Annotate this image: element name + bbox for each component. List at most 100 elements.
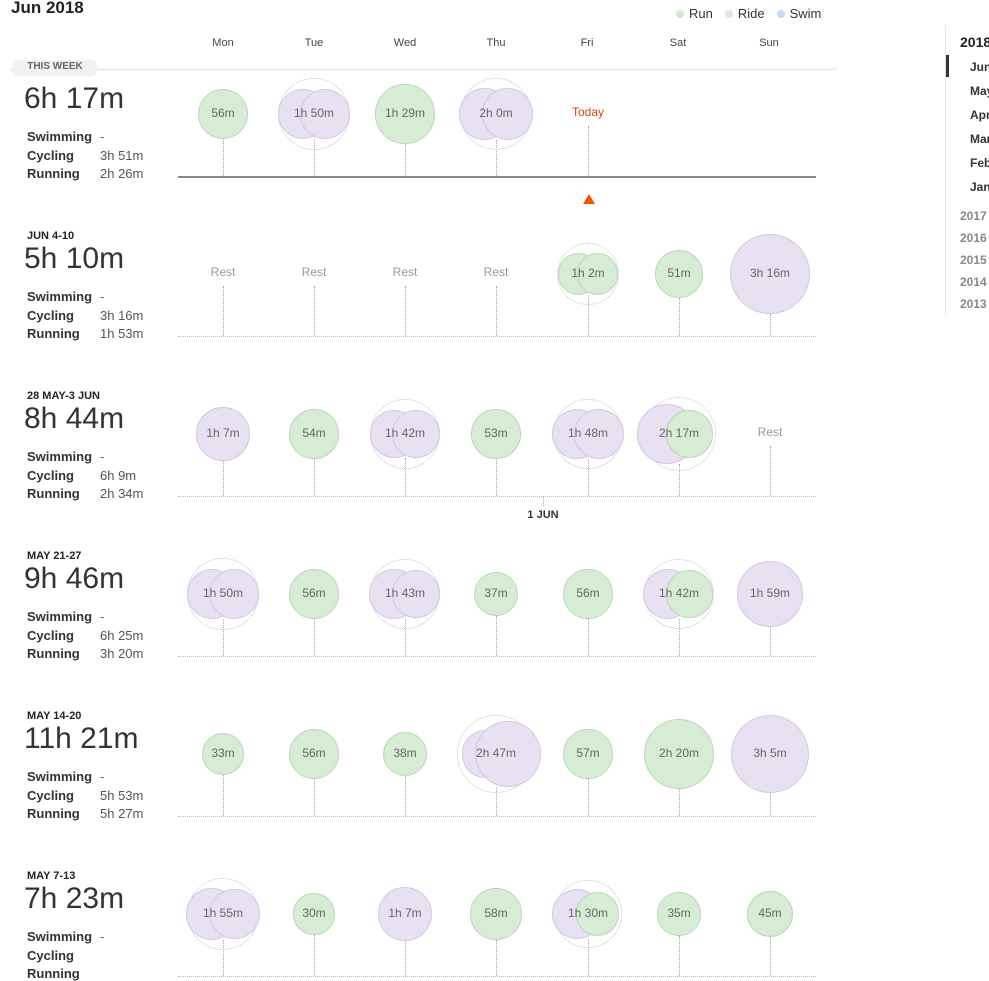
ride-activity-circle[interactable] bbox=[209, 888, 260, 940]
run-activity-circle[interactable] bbox=[289, 409, 339, 459]
ride-activity-circle[interactable] bbox=[736, 560, 804, 628]
day-stem bbox=[588, 619, 589, 656]
sidebar-year-2018[interactable]: 2018 bbox=[960, 34, 989, 50]
ride-activity-circle[interactable] bbox=[391, 569, 441, 619]
run-activity-circle[interactable] bbox=[657, 892, 701, 936]
day-duration-label: 30m bbox=[302, 906, 326, 920]
run-activity-circle[interactable] bbox=[643, 718, 715, 790]
sport-value: 5h 53m bbox=[100, 788, 144, 803]
sport-value: 3h 51m bbox=[100, 148, 144, 163]
sport-value: - bbox=[100, 929, 105, 944]
sidebar-year-2016[interactable]: 2016 bbox=[960, 231, 987, 245]
day-header-thu: Thu bbox=[486, 37, 506, 49]
ride-activity-circle[interactable] bbox=[196, 407, 250, 461]
year-sidebar: 2018 Jun May Apr Mar Feb Jan 2017 2016 2… bbox=[945, 25, 989, 315]
sport-value: 6h 25m bbox=[100, 628, 144, 643]
day-duration-label: 1h 30m bbox=[567, 906, 609, 920]
sidebar-year-2013[interactable]: 2013 bbox=[960, 297, 987, 311]
sport-value: - bbox=[100, 609, 105, 624]
sidebar-month-feb[interactable]: Feb bbox=[970, 156, 989, 170]
day-duration-label: 37m bbox=[484, 586, 508, 600]
ride-activity-circle[interactable] bbox=[474, 720, 542, 788]
sport-value: 3h 20m bbox=[100, 646, 144, 661]
run-activity-circle[interactable] bbox=[288, 728, 340, 780]
sport-value: 1h 53m bbox=[100, 326, 144, 341]
sport-name: Running bbox=[27, 166, 80, 181]
sport-name: Cycling bbox=[27, 948, 74, 963]
ride-activity-circle[interactable] bbox=[378, 887, 432, 941]
run-activity-circle[interactable] bbox=[562, 728, 614, 780]
sport-value: - bbox=[100, 289, 105, 304]
day-stem bbox=[314, 779, 315, 816]
run-activity-circle[interactable] bbox=[201, 732, 245, 776]
rest-day-label: Rest bbox=[301, 265, 327, 279]
run-activity-circle[interactable] bbox=[293, 893, 335, 935]
day-stem bbox=[496, 939, 497, 976]
ride-activity-circle[interactable] bbox=[209, 568, 260, 620]
legend: Run Ride Swim bbox=[676, 6, 821, 21]
sport-value: 2h 26m bbox=[100, 166, 144, 181]
sidebar-year-2017[interactable]: 2017 bbox=[960, 209, 987, 223]
rest-day-label: Rest bbox=[210, 265, 236, 279]
day-stem bbox=[679, 619, 680, 656]
sidebar-month-apr[interactable]: Apr bbox=[970, 108, 989, 122]
day-stem bbox=[588, 779, 589, 816]
day-stem bbox=[496, 286, 497, 336]
ride-activity-circle[interactable] bbox=[574, 409, 625, 459]
legend-label-run: Run bbox=[689, 6, 713, 21]
sidebar-month-may[interactable]: May bbox=[970, 84, 989, 98]
header-divider bbox=[10, 68, 837, 71]
run-activity-circle[interactable] bbox=[471, 409, 521, 459]
run-activity-circle[interactable] bbox=[576, 892, 620, 936]
legend-item-run: Run bbox=[676, 6, 713, 21]
sport-name: Cycling bbox=[27, 788, 74, 803]
run-activity-circle[interactable] bbox=[470, 888, 522, 940]
ride-activity-circle[interactable] bbox=[730, 714, 810, 794]
ride-activity-circle[interactable] bbox=[391, 409, 441, 459]
ride-dot-icon bbox=[724, 9, 733, 18]
run-activity-circle[interactable] bbox=[197, 88, 249, 140]
this-week-tag: THIS WEEK bbox=[12, 60, 98, 76]
week-label: JUN 4-10 bbox=[27, 230, 75, 242]
week-label: 28 MAY-3 JUN bbox=[27, 390, 100, 402]
sidebar-month-jan[interactable]: Jan bbox=[970, 180, 989, 194]
run-activity-circle[interactable] bbox=[665, 570, 714, 618]
day-duration-label: 2h 17m bbox=[658, 426, 700, 440]
sidebar-year-2015[interactable]: 2015 bbox=[960, 253, 987, 267]
ride-activity-circle[interactable] bbox=[729, 233, 811, 315]
day-stem bbox=[770, 627, 771, 656]
run-activity-circle[interactable] bbox=[474, 572, 518, 616]
sport-name: Swimming bbox=[27, 289, 93, 304]
day-duration-label: 57m bbox=[576, 746, 600, 760]
rest-day-label: Rest bbox=[483, 265, 509, 279]
today-label: Today bbox=[571, 105, 605, 119]
ride-activity-circle[interactable] bbox=[481, 88, 534, 140]
day-duration-label: 1h 29m bbox=[384, 106, 426, 120]
day-stem bbox=[679, 463, 680, 496]
sidebar-month-jun[interactable]: Jun bbox=[945, 55, 989, 77]
sport-name: Running bbox=[27, 966, 80, 981]
run-activity-circle[interactable] bbox=[375, 84, 435, 144]
day-duration-label: 1h 7m bbox=[206, 426, 240, 440]
day-duration-label: 54m bbox=[302, 426, 326, 440]
day-stem bbox=[223, 139, 224, 176]
day-duration-label: 45m bbox=[758, 906, 782, 920]
run-activity-circle[interactable] bbox=[746, 890, 794, 938]
day-stem bbox=[405, 458, 406, 496]
day-stem bbox=[588, 458, 589, 496]
ride-activity-circle[interactable] bbox=[300, 88, 351, 140]
run-activity-circle[interactable] bbox=[288, 568, 340, 620]
run-activity-circle[interactable] bbox=[576, 253, 619, 295]
week-label: MAY 14-20 bbox=[27, 710, 82, 722]
run-activity-circle[interactable] bbox=[562, 568, 614, 620]
sidebar-year-2014[interactable]: 2014 bbox=[960, 275, 987, 289]
legend-item-swim: Swim bbox=[776, 6, 821, 21]
sidebar-month-mar[interactable]: Mar bbox=[970, 132, 989, 146]
run-activity-circle[interactable] bbox=[382, 731, 428, 777]
day-duration-label: 1h 43m bbox=[384, 586, 426, 600]
day-stem bbox=[679, 298, 680, 336]
run-activity-circle[interactable] bbox=[654, 249, 704, 299]
day-duration-label: 2h 20m bbox=[658, 746, 700, 760]
day-stem bbox=[770, 314, 771, 336]
run-activity-circle[interactable] bbox=[665, 410, 714, 458]
